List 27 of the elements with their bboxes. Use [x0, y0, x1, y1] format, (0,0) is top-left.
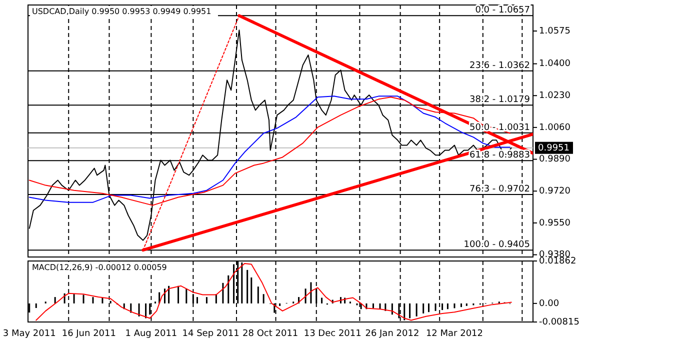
x-tick-label: 3 May 2011 [2, 329, 56, 339]
y-tick-label: 0.01862 [539, 256, 576, 266]
chart-title: USDCAD,Daily 0.9950 0.9953 0.9949 0.9951 [32, 7, 212, 16]
y-tick-label: 0.9720 [539, 186, 571, 197]
annotation: 61.8 - 0.9883 [470, 150, 530, 161]
annotation: 76.3 - 0.9702 [470, 184, 530, 194]
annotation: 23.6 - 1.0362 [470, 60, 530, 71]
x-tick-label: 28 Oct 2011 [242, 329, 298, 339]
x-tick-label: 26 Jan 2012 [365, 329, 420, 339]
ref-line-label: 0.9951 [538, 143, 570, 154]
y-tick-label: 0.9890 [539, 154, 571, 165]
y-tick-label: -0.00815 [539, 317, 580, 328]
y-tick-label: 0.9550 [539, 218, 571, 228]
x-tick-label: 14 Sep 2011 [182, 329, 240, 339]
annotation: 38.2 - 1.0179 [470, 95, 530, 106]
chart-title: MACD(12,26,9) -0.00012 0.00059 [32, 263, 167, 272]
y-tick-label: 0.00 [539, 298, 560, 309]
y-tick-label: 1.0060 [539, 122, 571, 133]
annotation: 100.0 - 0.9405 [464, 240, 530, 250]
y-tick-label: 1.0400 [539, 59, 571, 70]
y-tick-label: 1.0575 [539, 26, 570, 36]
x-tick-label: 12 Mar 2012 [426, 329, 484, 339]
x-tick-label: 13 Dec 2011 [304, 329, 362, 339]
x-tick-label: 1 Aug 2011 [125, 329, 178, 339]
y-tick-label: 1.0230 [539, 91, 571, 102]
annotation: 0.0 - 1.0657 [475, 6, 530, 16]
x-tick-label: 16 Jun 2011 [62, 329, 116, 339]
